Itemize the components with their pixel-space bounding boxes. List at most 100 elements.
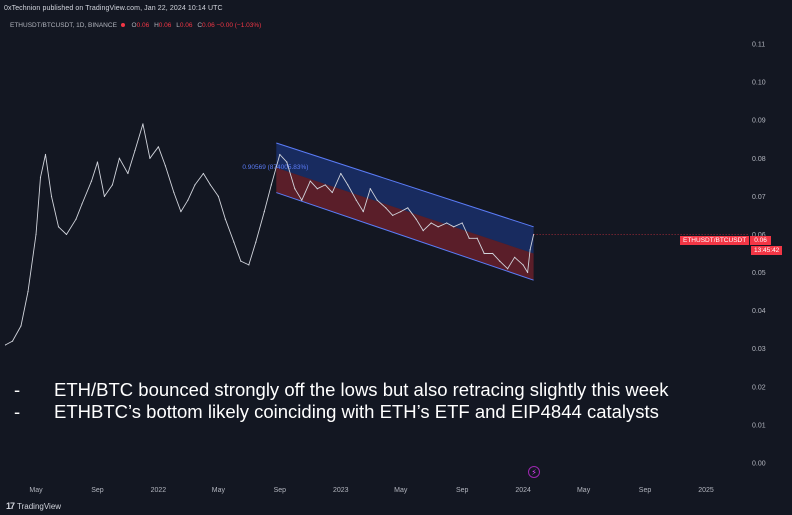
price-point (96, 161, 99, 163)
y-tick-label: 0.01 (752, 422, 766, 429)
price-point (39, 176, 42, 178)
c-value: 0.06 (202, 22, 215, 29)
price-point (157, 146, 160, 148)
price-point (118, 157, 121, 159)
y-tick-label: 0.10 (752, 80, 766, 87)
channel-upper-line (276, 142, 534, 228)
price-point (446, 222, 448, 224)
symbol-label[interactable]: ETHUSDT/BTCUSDT, 1D, BINANCE (10, 22, 117, 29)
x-tick-label: 2025 (698, 487, 714, 494)
price-point (514, 256, 516, 258)
price-point (499, 260, 501, 262)
price-point (35, 233, 37, 236)
price-point (50, 195, 53, 197)
price-point (294, 188, 296, 190)
price-point (430, 222, 432, 224)
price-point (407, 207, 409, 209)
price-point (476, 237, 478, 239)
price-point (127, 172, 129, 175)
price-point (422, 230, 424, 232)
lightning-icon[interactable]: ⚡ (528, 466, 540, 478)
price-point (324, 184, 326, 186)
annotation-item: - ETHBTC’s bottom likely coinciding with… (14, 401, 784, 423)
price-point (217, 195, 219, 197)
price-point (468, 237, 470, 239)
h-label: H (154, 22, 159, 29)
price-point (90, 180, 93, 182)
x-tick-label: May (394, 487, 408, 494)
price-point (209, 184, 211, 186)
price-point (340, 172, 342, 175)
y-tick-label: 0.07 (752, 194, 766, 201)
h-value: 0.06 (158, 22, 172, 29)
footer-brand[interactable]: 17 TradingView (6, 501, 61, 511)
price-point (187, 199, 189, 201)
o-label: O (131, 22, 137, 29)
channel-upper-band (276, 143, 534, 254)
price-point (202, 172, 204, 175)
price-point (75, 218, 77, 220)
price-point (286, 161, 288, 163)
channel-lower-band (276, 167, 534, 281)
annotation-text: ETH/BTC bounced strongly off the lows bu… (54, 379, 669, 400)
y-tick-label: 0.09 (752, 118, 766, 125)
price-point (461, 222, 463, 224)
bar-countdown: 13:45:42 (751, 246, 783, 255)
price-point (248, 264, 250, 266)
price-point (362, 211, 364, 213)
price-point (279, 153, 281, 156)
price-point (27, 290, 29, 293)
price-point (149, 157, 151, 159)
price-point (400, 211, 402, 213)
price-point (81, 203, 83, 205)
o-value: 0.06 (136, 22, 150, 29)
price-point (331, 191, 333, 194)
status-dot-icon (120, 23, 125, 27)
x-tick-label: Sep (274, 487, 287, 494)
price-point (103, 195, 106, 197)
price-point (44, 153, 47, 156)
price-point (57, 226, 60, 228)
x-tick-label: Sep (456, 487, 469, 494)
x-tick-label: 2023 (333, 487, 349, 494)
published-line: 0xTechnion published on TradingView.com,… (4, 5, 223, 12)
x-tick-label: May (577, 487, 591, 494)
price-point (316, 188, 318, 190)
y-tick-label: 0.08 (752, 156, 766, 163)
x-tick-label: May (29, 487, 43, 494)
y-tick-label: 0.06 (752, 232, 766, 239)
l-label: L (176, 22, 180, 29)
price-point (369, 188, 371, 190)
price-point (376, 199, 378, 201)
price-point (437, 226, 439, 228)
channel-label: 0.90569 (874005.83%) (242, 164, 308, 171)
last-price-label: ETHUSDT/BTCUSDT 0.06 (680, 236, 771, 246)
price-point (134, 150, 136, 152)
bullet-mark: - (14, 379, 21, 400)
price-point (507, 268, 509, 270)
y-tick-label: 0.11 (752, 42, 765, 49)
price-point (164, 165, 167, 167)
tradingview-logo-icon: 17 (6, 501, 15, 511)
price-point (142, 123, 144, 125)
price-point (527, 271, 529, 274)
price-point (453, 226, 455, 228)
price-point (194, 184, 196, 186)
price-point (483, 252, 485, 255)
last-price-symbol: ETHUSDT/BTCUSDT (680, 236, 750, 245)
price-point (522, 264, 524, 266)
price-point (529, 249, 531, 251)
price-point (263, 211, 265, 213)
annotation-item: - ETH/BTC bounced strongly off the lows … (14, 379, 784, 401)
y-tick-label: 0.03 (752, 346, 766, 353)
x-tick-label: May (212, 487, 226, 494)
price-point (347, 184, 349, 186)
price-point (392, 214, 394, 217)
x-tick-label: Sep (639, 487, 652, 494)
price-point (385, 207, 387, 209)
price-point (65, 233, 68, 236)
price-point (111, 184, 114, 186)
price-point (233, 241, 235, 243)
price-point (180, 211, 182, 213)
